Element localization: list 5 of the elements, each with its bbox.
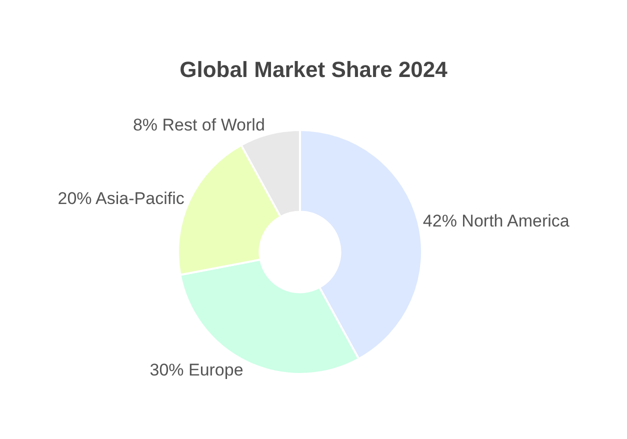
chart-title: Global Market Share 2024 xyxy=(180,56,448,82)
slice-label: 20% Asia-Pacific xyxy=(58,188,185,208)
slice-label: 8% Rest of World xyxy=(132,115,265,134)
slice-label: 30% Europe xyxy=(150,360,244,380)
slice-label: 42% North America xyxy=(422,212,570,231)
